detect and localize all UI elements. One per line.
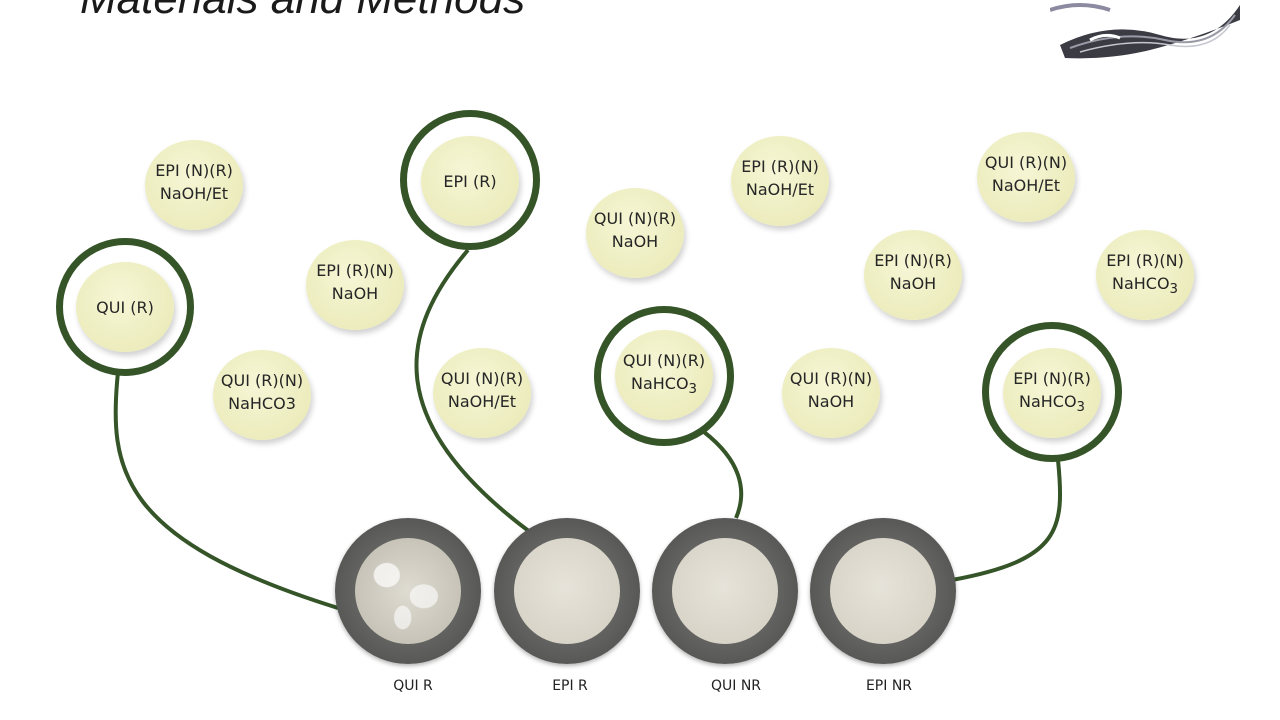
bubble-line2: NaOH/Et	[745, 179, 815, 199]
sample-membrane	[830, 538, 936, 644]
highlight-ring-epi-r	[400, 110, 540, 250]
bubble-line1: EPI (N)(R)	[1013, 368, 1091, 388]
bubble-line2: NaOH	[611, 231, 659, 251]
bubble-qui-rn-nahco3: QUI (R)(N) NaHCO3	[213, 350, 311, 440]
bubble-line1: QUI (R)(N)	[789, 368, 873, 388]
highlight-ring-qui-r	[56, 238, 194, 376]
bubble-line1: QUI (R)(N)	[984, 152, 1068, 172]
bubble-line2: NaHCO3	[1018, 391, 1086, 416]
sample-membrane	[514, 538, 620, 644]
bubble-line1: EPI (R)(N)	[741, 156, 819, 176]
connector-qui-r	[113, 371, 339, 610]
sample-label-qui-r: QUI R	[393, 678, 433, 694]
sample-photo-epi-nr	[810, 518, 956, 664]
bubble-line1: EPI (N)(R)	[155, 160, 233, 180]
slide-title: Materials and Methods	[80, 0, 525, 24]
sample-label-epi-r: EPI R	[552, 678, 588, 694]
bubble-line2: NaHCO3	[228, 393, 296, 413]
bubble-line1: EPI (R)(N)	[1106, 250, 1184, 270]
bubble-line1: QUI (N)(R)	[593, 208, 677, 228]
bubble-line1: QUI (N)(R)	[440, 368, 524, 388]
bubble-epi-r: EPI (R)	[421, 136, 519, 226]
bubble-qui-nr-naoh-et: QUI (N)(R) NaOH/Et	[433, 348, 531, 438]
bubble-line1: EPI (R)	[443, 171, 497, 191]
bubble-line2: NaOH/Et	[447, 391, 517, 411]
bubble-line1: EPI (R)(N)	[316, 260, 394, 280]
bubble-qui-nr-naoh: QUI (N)(R) NaOH	[586, 188, 684, 278]
sample-label-qui-nr: QUI NR	[710, 678, 762, 694]
bubble-epi-nr-nahco3: EPI (N)(R) NaHCO3	[1003, 348, 1101, 438]
sample-photo-epi-r	[494, 518, 640, 664]
sample-membrane	[355, 538, 461, 644]
bubble-line2: NaOH	[807, 391, 855, 411]
sample-photo-qui-r	[335, 518, 481, 664]
bubble-line1: QUI (N)(R)	[622, 350, 706, 370]
bubble-qui-nr-nahco3: QUI (N)(R) NaHCO3	[615, 330, 713, 420]
bubble-line2: NaHCO3	[630, 373, 698, 398]
bubble-line2: NaHCO3	[1111, 273, 1179, 298]
bubble-line1: EPI (N)(R)	[874, 250, 952, 270]
bubble-epi-nr-naoh: EPI (N)(R) NaOH	[864, 230, 962, 320]
bubble-epi-rn-naoh-et: EPI (R)(N) NaOH/Et	[731, 136, 829, 226]
connector-epi-r	[414, 248, 532, 534]
bubble-line1: QUI (R)	[96, 297, 154, 317]
connector-epi-nr	[951, 459, 1063, 582]
highlight-ring-qui-nr-nahco3	[594, 306, 734, 446]
sample-photo-qui-nr	[652, 518, 798, 664]
bubble-epi-nr-naoh-et: EPI (N)(R) NaOH/Et	[145, 140, 243, 230]
bubble-line2: NaOH	[331, 283, 379, 303]
bubble-line2: NaOH/Et	[159, 183, 229, 203]
bubble-line1: QUI (R)(N)	[220, 370, 304, 390]
bubble-epi-rn-naoh: EPI (R)(N) NaOH	[306, 240, 404, 330]
bubble-line2: NaOH	[889, 273, 937, 293]
bubble-qui-rn-naoh-et: QUI (R)(N) NaOH/Et	[977, 132, 1075, 222]
sample-membrane	[672, 538, 778, 644]
bubble-qui-r: QUI (R)	[76, 262, 174, 352]
bubble-epi-rn-nahco3: EPI (R)(N) NaHCO3	[1096, 230, 1194, 320]
logo-image	[1050, 3, 1240, 59]
bubble-line2: NaOH/Et	[991, 175, 1061, 195]
connector-qui-nr	[702, 430, 744, 519]
highlight-ring-epi-nr-nahco3	[982, 322, 1122, 462]
bubble-qui-rn-naoh: QUI (R)(N) NaOH	[782, 348, 880, 438]
sample-label-epi-nr: EPI NR	[865, 678, 913, 694]
